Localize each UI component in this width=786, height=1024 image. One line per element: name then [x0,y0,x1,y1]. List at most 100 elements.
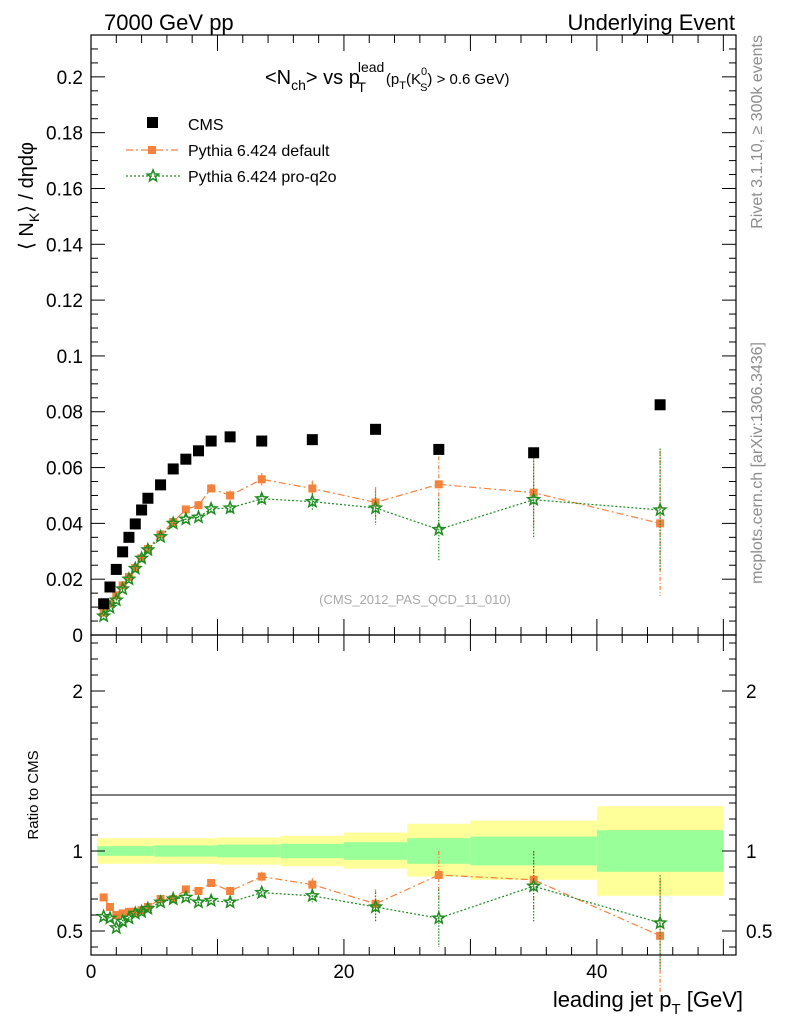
main-proq2o-point [95,607,112,623]
ratio-default-point [434,871,443,879]
ratio-proq2o-point [203,892,219,908]
ratio-proq2o-line [103,885,661,929]
ratio-bands [97,806,724,896]
legend: CMS Pythia 6.424 default Pythia 6.424 pr… [126,117,337,186]
ratio-proq2o-point [140,900,156,916]
ratio-proq2o-point [95,908,112,924]
ratio-y-tick-label: 1 [72,842,83,863]
cms-point [528,447,540,459]
legend-cms-marker [147,117,158,128]
main-y-tick-label: 0.08 [46,403,83,424]
main-default-point [257,475,266,484]
main-y-tick-label: 0.12 [46,291,83,312]
main-y-tick-label: 0.14 [46,235,83,256]
mcplots-label: mcplots.cern.ch [arXiv:1306.3436] [749,342,766,584]
ratio-proq2o-point [127,905,143,921]
ratio-default-point [156,895,165,903]
cms-point [167,463,179,475]
main-proq2o-point [203,500,219,516]
ratio-default-point [99,893,108,902]
main-proq2o-line [103,498,661,617]
main-proq2o-point [152,528,169,544]
ratio-proq2o-point [652,914,668,930]
main-default-point [124,572,133,581]
band-green [280,843,344,859]
cms-point [654,399,666,411]
main-proq2o-point [304,493,320,509]
ratio-y-tick-label: 0.5 [57,922,83,943]
main-y-tick-label: 0.2 [57,68,83,89]
band-green [97,846,155,856]
ratio-proq2o-point [254,884,270,900]
main-y-tick-label: 0.18 [46,124,83,145]
ratio-proq2o-point [121,910,137,925]
ratio-proq2o-point [431,910,447,925]
ratio-default-point [371,899,380,908]
analysis-watermark: (CMS_2012_PAS_QCD_11_010) [319,592,511,607]
main-default-point [308,484,317,493]
main-y-tick-label: 0.04 [46,514,83,535]
ratio-y-tick-label: 2 [72,682,83,703]
ratio-default-point [112,911,121,919]
ratio-proq2o-point [178,889,194,905]
y-axis-label-main: ⟨ NK⟩ / dηdφ [16,142,42,250]
main-y-tick-label: 0.16 [46,179,83,200]
main-proq2o-point [254,490,270,506]
ratio-proq2o-point [304,887,320,903]
main-default-point [207,484,216,493]
x-tick-label: 0 [86,962,97,983]
ratio-y-tick-label-right: 2 [746,682,757,703]
cms-point [370,423,382,435]
main-proq2o-point [367,499,384,515]
x-tick-label: 40 [586,962,607,983]
ratio-default-point [207,879,216,887]
main-proq2o-point [190,509,207,524]
cms-point [256,435,268,447]
main-proq2o-point [121,571,137,586]
main-y-tick-label: 0.02 [46,570,83,591]
ratio-proq2o-point [222,894,238,909]
band-green [154,845,218,857]
cms-point [205,435,217,447]
legend-default-marker [148,146,156,154]
main-proq2o-point [652,501,668,517]
main-proq2o-point [108,592,124,607]
main-default-point [181,505,190,514]
ratio-default-point [226,887,235,895]
band-green [343,842,408,860]
ratio-proq2o-point [525,878,542,893]
ratio-y-tick-label-right: 1 [746,842,757,863]
band-green [596,830,724,872]
main-proq2o-point [525,491,542,507]
ratio-proq2o-point [190,894,207,909]
main-default-point [99,608,108,617]
ratio-default-point [105,903,114,911]
ratio-y-tick-label-right: 0.5 [746,922,772,943]
main-axes: 0 0.02 0.04 0.06 0.08 0.1 0.12 0.14 0.16 0.18 0.2 [46,48,736,647]
legend-cms-label: CMS [188,117,224,134]
ratio-series [95,851,668,992]
cms-point [433,443,445,455]
ratio-default-point [194,887,203,895]
cms-point [98,598,110,610]
main-proq2o-point [222,499,238,515]
main-proq2o-point [165,515,181,530]
cms-point [104,581,116,593]
band-green [217,844,281,858]
main-default-point [118,581,127,590]
cms-point [117,546,129,558]
x-axis: 0 20 40 [86,35,724,983]
main-series [95,399,668,623]
ratio-default-point [181,885,190,894]
main-proq2o-point [178,511,194,526]
rivet-version-label: Rivet 3.1.10, ≥ 300k events [749,35,766,229]
cms-point [129,518,141,530]
header-left: 7000 GeV pp [104,10,234,35]
legend-default-label: Pythia 6.424 default [188,143,330,160]
cms-point [155,479,167,491]
y-axis-label-ratio: Ratio to CMS [25,750,42,839]
legend-proq2o-label: Pythia 6.424 pro-q2o [188,169,337,186]
ratio-proq2o-point [152,894,169,909]
cms-point [136,504,148,516]
